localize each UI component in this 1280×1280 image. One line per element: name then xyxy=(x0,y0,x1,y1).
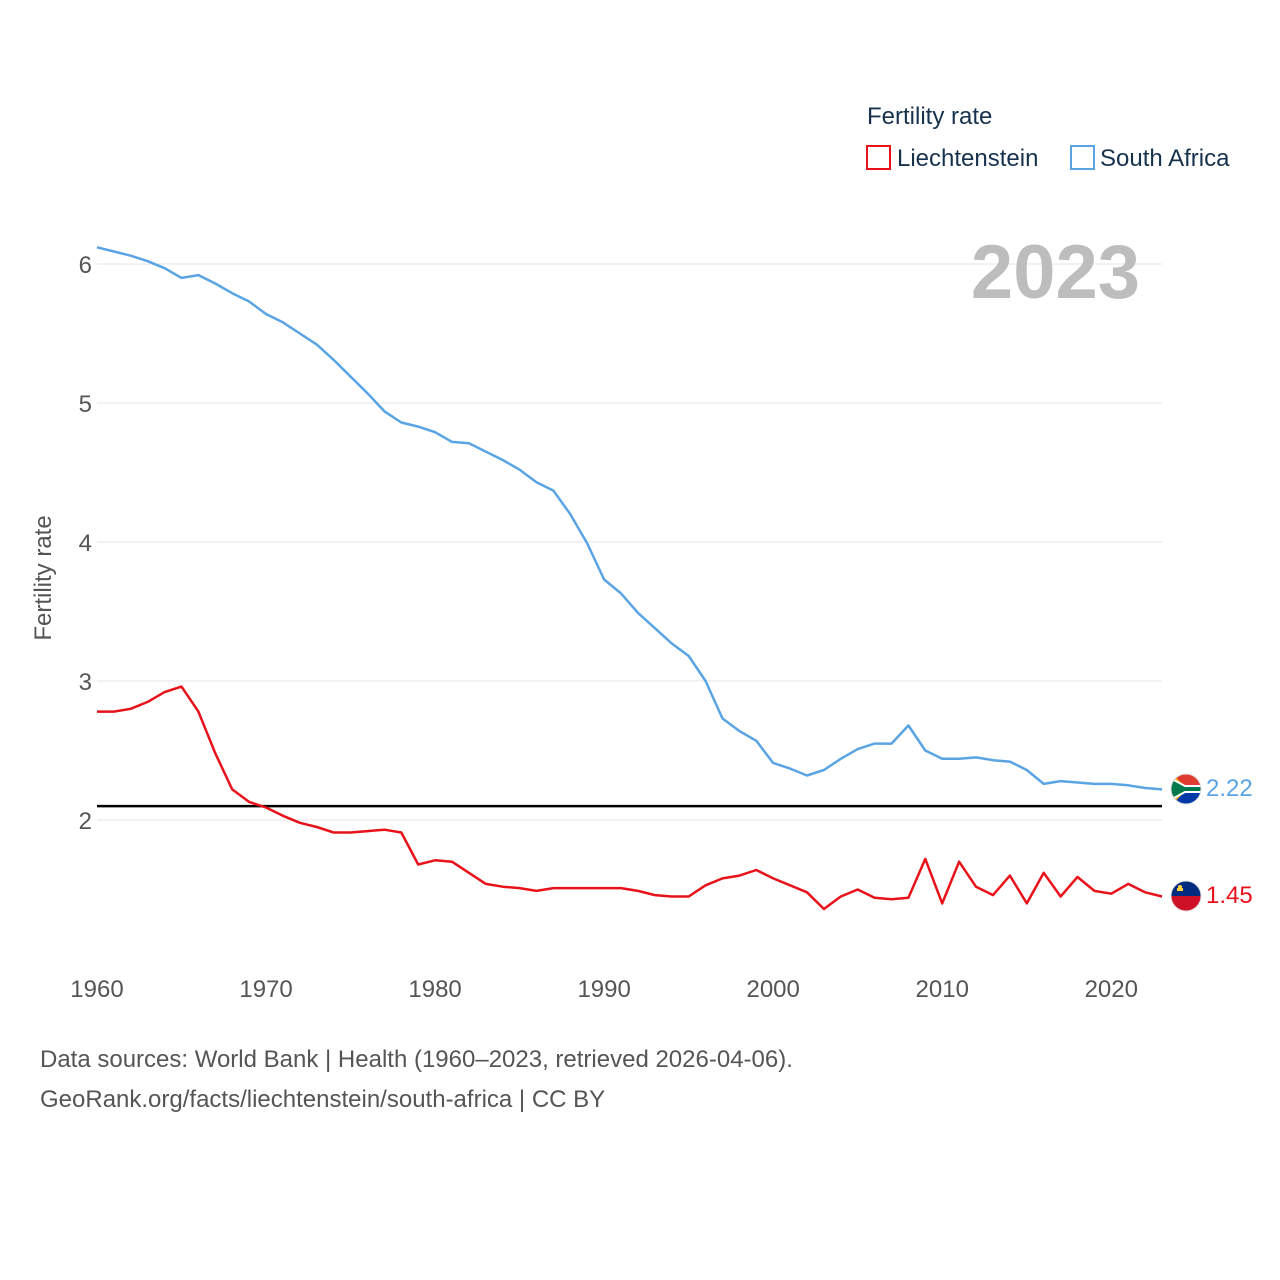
y-tick-2: 2 xyxy=(79,808,92,835)
y-tick-4: 4 xyxy=(79,530,92,557)
end-label-south-africa: 2.22 xyxy=(1206,775,1253,802)
x-tick-2020: 2020 xyxy=(1085,976,1138,1003)
series-line-south-africa[interactable] xyxy=(96,246,1163,791)
y-tick-3: 3 xyxy=(79,669,92,696)
south-africa-flag-icon xyxy=(1170,773,1202,805)
legend-swatch-liechtenstein[interactable] xyxy=(866,145,891,170)
source-note: Data sources: World Bank | Health (1960–… xyxy=(40,1040,793,1120)
legend-label-liechtenstein[interactable]: Liechtenstein xyxy=(897,145,1038,172)
x-tick-1980: 1980 xyxy=(408,976,461,1003)
series-lines xyxy=(96,246,1163,911)
y-tick-5: 5 xyxy=(79,391,92,418)
gridlines xyxy=(97,263,1162,821)
legend-swatch-south-africa[interactable] xyxy=(1070,145,1095,170)
end-label-liechtenstein: 1.45 xyxy=(1206,882,1253,909)
legend-label-south-africa[interactable]: South Africa xyxy=(1100,145,1230,172)
legend: Fertility rate Liechtenstein South Afric… xyxy=(866,103,1230,172)
y-tick-6: 6 xyxy=(79,252,92,279)
y-axis-title: Fertility rate xyxy=(30,515,57,640)
y-tick-labels: 2 3 4 5 6 xyxy=(79,252,92,835)
x-tick-1970: 1970 xyxy=(239,976,292,1003)
x-tick-labels: 1960 1970 1980 1990 2000 2010 2020 xyxy=(70,976,1138,1003)
x-tick-2000: 2000 xyxy=(746,976,799,1003)
legend-title: Fertility rate xyxy=(867,103,992,130)
series-line-liechtenstein[interactable] xyxy=(97,685,1163,911)
x-tick-2010: 2010 xyxy=(916,976,969,1003)
source-line-1: Data sources: World Bank | Health (1960–… xyxy=(40,1046,793,1073)
year-watermark: 2023 xyxy=(971,230,1140,315)
liechtenstein-flag-icon xyxy=(1170,880,1202,912)
x-tick-1960: 1960 xyxy=(70,976,123,1003)
x-tick-1990: 1990 xyxy=(577,976,630,1003)
source-line-2[interactable]: GeoRank.org/facts/liechtenstein/south-af… xyxy=(40,1086,606,1113)
